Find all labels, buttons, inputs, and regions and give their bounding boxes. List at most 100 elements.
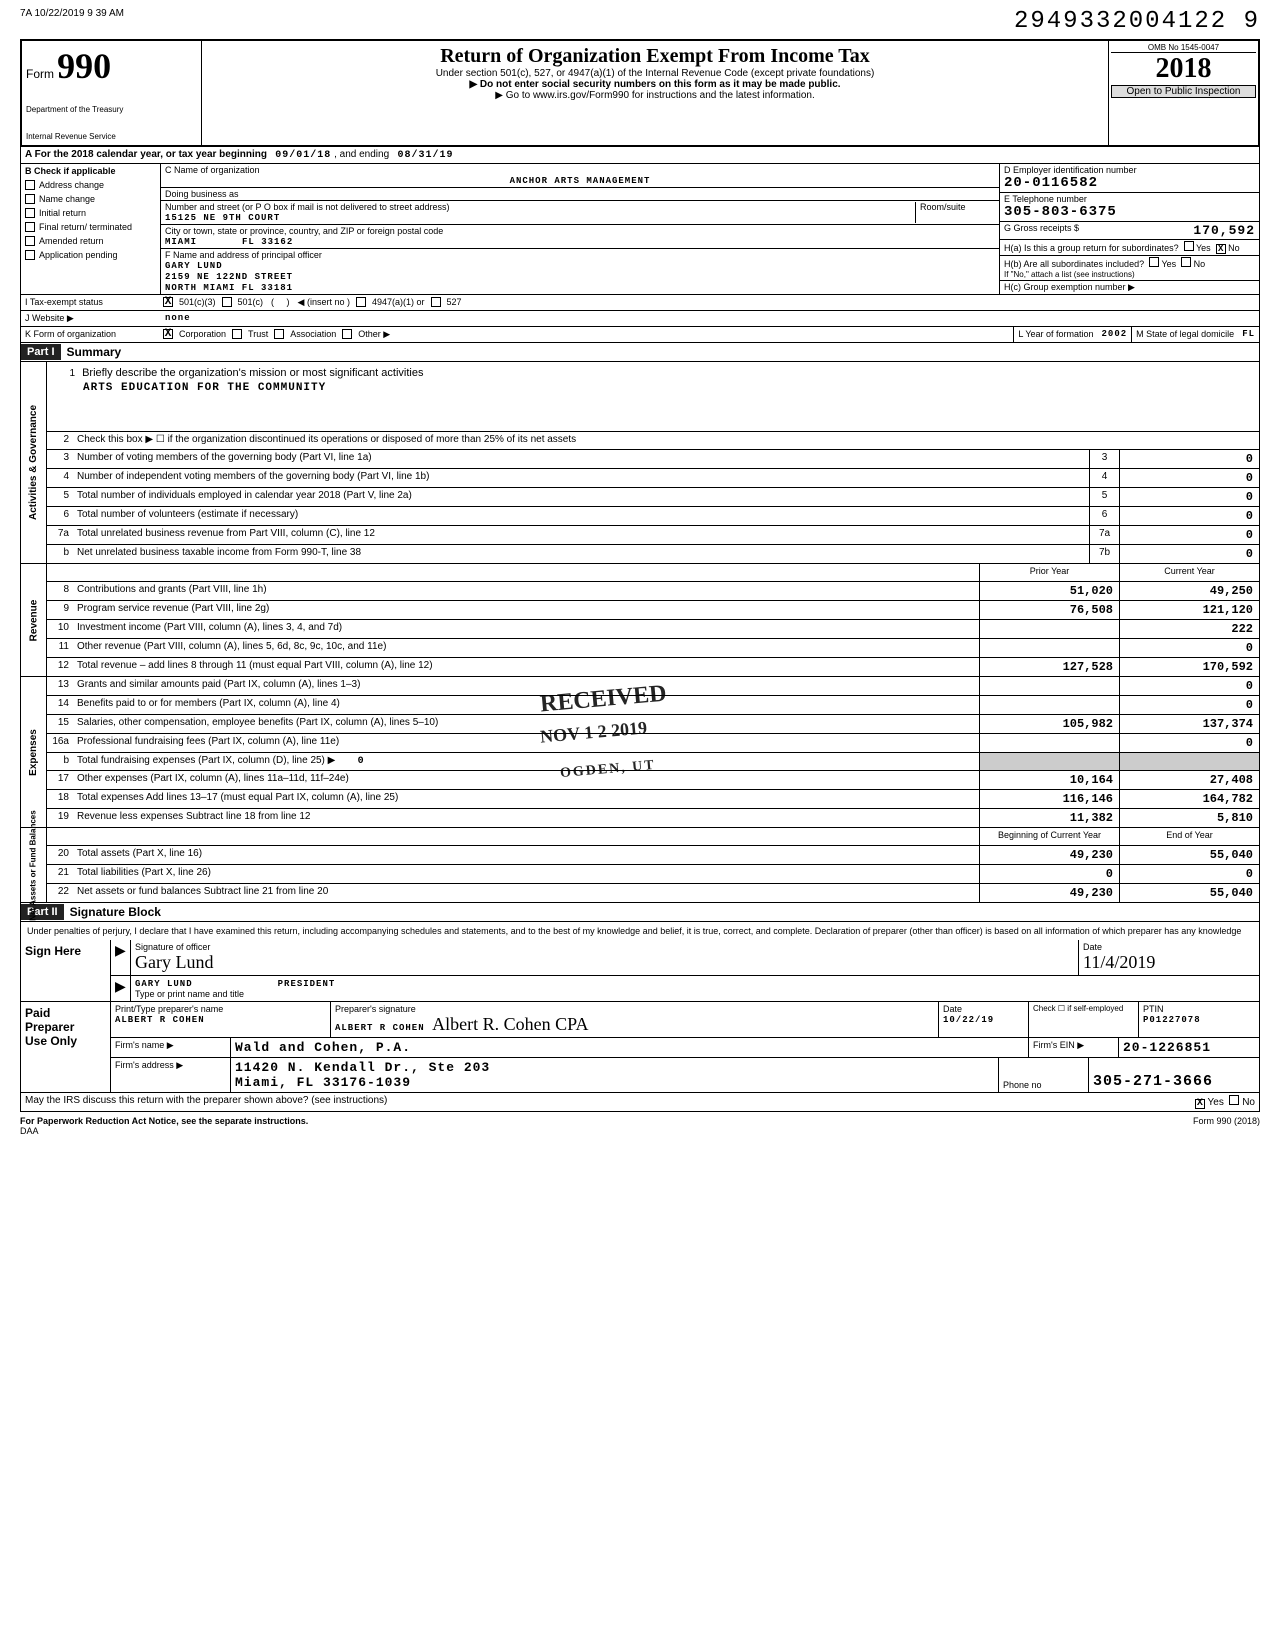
- j-label: J Website ▶: [21, 311, 161, 326]
- officer-title: PRESIDENT: [278, 979, 336, 989]
- firm-phone: 305-271-3666: [1089, 1058, 1259, 1092]
- revenue-section: Revenue Prior YearCurrent Year 8Contribu…: [20, 564, 1260, 677]
- cb-ha-no[interactable]: X: [1216, 244, 1226, 254]
- scan-timestamp: 7A 10/22/2019 9 39 AM: [20, 8, 124, 35]
- row-i: I Tax-exempt status X 501(c)(3) 501(c) (…: [20, 295, 1260, 311]
- l7b-val: 0: [1119, 545, 1259, 563]
- row-j: J Website ▶ none: [20, 311, 1260, 327]
- city-label: City or town, state or province, country…: [165, 226, 443, 236]
- cb-4947[interactable]: [356, 297, 366, 307]
- ein: 20-0116582: [1004, 175, 1098, 191]
- cb-app-pending[interactable]: [25, 250, 35, 260]
- cb-ha-yes[interactable]: [1184, 241, 1194, 251]
- line2: Check this box ▶ ☐ if the organization d…: [73, 432, 1259, 449]
- discuss-text: May the IRS discuss this return with the…: [25, 1095, 387, 1109]
- preparer-sig-print: ALBERT R COHEN: [335, 1023, 425, 1033]
- side-expenses: Expenses: [21, 677, 47, 827]
- cb-corp[interactable]: X: [163, 329, 173, 339]
- hc-label: H(c) Group exemption number ▶: [1004, 282, 1135, 292]
- officer-addr1: 2159 NE 122ND STREET: [165, 272, 293, 282]
- row-a-label: A For the 2018 calendar year, or tax yea…: [25, 149, 267, 160]
- firm-address: 11420 N. Kendall Dr., Ste 203 Miami, FL …: [231, 1058, 999, 1092]
- cb-trust[interactable]: [232, 329, 242, 339]
- cb-527[interactable]: [431, 297, 441, 307]
- state-zip: FL 33162: [242, 237, 293, 247]
- cb-other[interactable]: [342, 329, 352, 339]
- l9-prior: 76,508: [979, 601, 1119, 619]
- year-formation: 2002: [1098, 327, 1132, 342]
- dln: 2949332004122 9: [1014, 8, 1260, 35]
- line1-label: Briefly describe the organization's miss…: [82, 367, 423, 379]
- l11-curr: 0: [1119, 639, 1259, 657]
- e-label: E Telephone number: [1004, 194, 1087, 204]
- ty-begin: 09/01/18: [275, 150, 331, 161]
- cb-501c3[interactable]: X: [163, 297, 173, 307]
- l3-val: 0: [1119, 450, 1259, 468]
- l19-prior: 11,382: [979, 809, 1119, 827]
- header-left: Form 990 Department of the Treasury Inte…: [22, 41, 202, 145]
- cb-initial-return[interactable]: [25, 208, 35, 218]
- cb-hb-no[interactable]: [1181, 257, 1191, 267]
- preparer-signature: Albert R. Cohen CPA: [432, 1014, 588, 1034]
- l7a-val: 0: [1119, 526, 1259, 544]
- l20-boy: 49,230: [979, 846, 1119, 864]
- side-revenue: Revenue: [21, 564, 47, 676]
- firm-name: Wald and Cohen, P.A.: [231, 1038, 1029, 1057]
- col-d: D Employer identification number 20-0116…: [999, 164, 1259, 294]
- org-name: ANCHOR ARTS MANAGEMENT: [510, 176, 651, 186]
- cb-discuss-yes[interactable]: X: [1195, 1099, 1205, 1109]
- l18-prior: 116,146: [979, 790, 1119, 808]
- state-domicile: FL: [1238, 327, 1259, 342]
- tax-year: 2018: [1111, 53, 1256, 85]
- curr-year-hdr: Current Year: [1119, 564, 1259, 581]
- street-address: 15125 NE 9TH COURT: [165, 213, 280, 223]
- arrow-icon: ▶: [115, 942, 126, 958]
- b-label: B Check if applicable: [25, 166, 116, 176]
- ty-end: 08/31/19: [398, 150, 454, 161]
- arrow-icon: ▶: [115, 978, 126, 994]
- row-a-mid: , and ending: [334, 149, 389, 160]
- cb-final-return[interactable]: [25, 222, 35, 232]
- l4-val: 0: [1119, 469, 1259, 487]
- k-label: K Form of organization: [21, 327, 161, 342]
- l20-eoy: 55,040: [1119, 846, 1259, 864]
- website: none: [161, 311, 195, 326]
- paperwork-notice: For Paperwork Reduction Act Notice, see …: [20, 1116, 308, 1126]
- form-subtitle: Under section 501(c), 527, or 4947(a)(1)…: [206, 68, 1104, 79]
- cb-hb-yes[interactable]: [1149, 257, 1159, 267]
- expenses-section: Expenses 13Grants and similar amounts pa…: [20, 677, 1260, 828]
- l22-eoy: 55,040: [1119, 884, 1259, 902]
- part2-tag: Part II: [21, 904, 64, 920]
- l15-prior: 105,982: [979, 715, 1119, 733]
- cb-address-change[interactable]: [25, 180, 35, 190]
- cb-name-change[interactable]: [25, 194, 35, 204]
- officer-name: GARY LUND: [165, 261, 223, 271]
- l16b-val: 0: [358, 756, 365, 767]
- gross-receipts: 170,592: [1193, 223, 1255, 238]
- l21-boy: 0: [979, 865, 1119, 883]
- entity-block: B Check if applicable Address change Nam…: [20, 164, 1260, 295]
- f-label: F Name and address of principal officer: [165, 250, 322, 260]
- l19-curr: 5,810: [1119, 809, 1259, 827]
- header-mid: Return of Organization Exempt From Incom…: [202, 41, 1108, 145]
- form-title: Return of Organization Exempt From Incom…: [206, 45, 1104, 68]
- l-label: L Year of formation: [1013, 327, 1097, 342]
- sig-officer-label: Signature of officer: [135, 942, 210, 952]
- col-c: C Name of organization ANCHOR ARTS MANAG…: [161, 164, 999, 294]
- part1-header: Part I Summary: [20, 343, 1260, 362]
- addr-label: Number and street (or P O box if mail is…: [165, 202, 449, 212]
- g-label: G Gross receipts $: [1004, 223, 1079, 238]
- form-word: Form: [26, 67, 54, 81]
- sign-here-label: Sign Here: [21, 940, 111, 1001]
- omb-number: OMB No 1545-0047: [1111, 43, 1256, 53]
- cb-assoc[interactable]: [274, 329, 284, 339]
- self-employed-label: Check ☐ if self-employed: [1033, 1004, 1123, 1013]
- cb-discuss-no[interactable]: [1229, 1095, 1239, 1105]
- l14-curr: 0: [1119, 696, 1259, 714]
- dept-irs: Internal Revenue Service: [26, 132, 197, 141]
- form-header: Form 990 Department of the Treasury Inte…: [20, 39, 1260, 147]
- part1-title: Summary: [61, 343, 128, 361]
- cb-amended[interactable]: [25, 236, 35, 246]
- dept-treasury: Department of the Treasury: [26, 105, 197, 114]
- cb-501c[interactable]: [222, 297, 232, 307]
